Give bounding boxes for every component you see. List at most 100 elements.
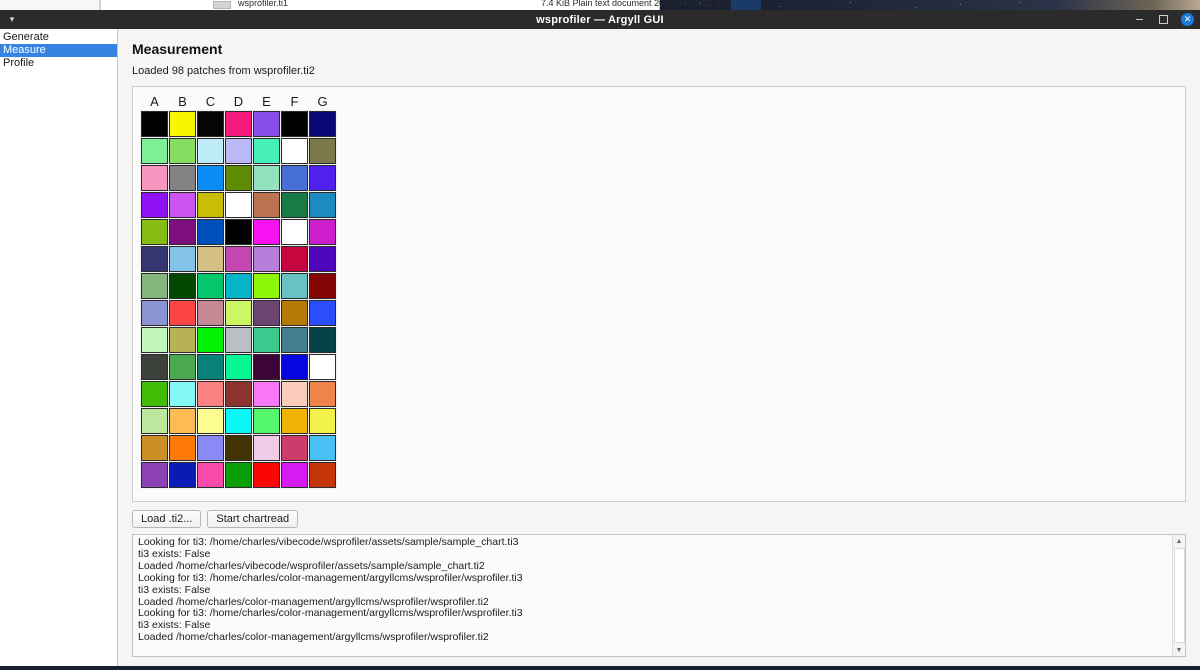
color-patch-A2[interactable]: [140, 137, 169, 165]
color-patch-A1[interactable]: [140, 110, 169, 138]
color-patch-F9[interactable]: [280, 326, 309, 354]
color-patch-A5[interactable]: [140, 218, 169, 246]
color-patch-C7[interactable]: [196, 272, 225, 300]
color-patch-E11[interactable]: [252, 380, 281, 408]
color-patch-D7[interactable]: [224, 272, 253, 300]
color-patch-E2[interactable]: [252, 137, 281, 165]
color-patch-G14[interactable]: [308, 461, 337, 489]
color-patch-C3[interactable]: [196, 164, 225, 192]
color-patch-G1[interactable]: [308, 110, 337, 138]
color-patch-B9[interactable]: [168, 326, 197, 354]
color-patch-B8[interactable]: [168, 299, 197, 327]
color-patch-C2[interactable]: [196, 137, 225, 165]
color-patch-F14[interactable]: [280, 461, 309, 489]
color-patch-G11[interactable]: [308, 380, 337, 408]
color-patch-G12[interactable]: [308, 407, 337, 435]
color-patch-A7[interactable]: [140, 272, 169, 300]
color-patch-D11[interactable]: [224, 380, 253, 408]
color-patch-D9[interactable]: [224, 326, 253, 354]
color-patch-A12[interactable]: [140, 407, 169, 435]
color-patch-C8[interactable]: [196, 299, 225, 327]
color-patch-B3[interactable]: [168, 164, 197, 192]
color-patch-F8[interactable]: [280, 299, 309, 327]
color-patch-F2[interactable]: [280, 137, 309, 165]
sidebar-item-generate[interactable]: Generate: [3, 31, 49, 43]
color-patch-B14[interactable]: [168, 461, 197, 489]
color-patch-B1[interactable]: [168, 110, 197, 138]
color-patch-A4[interactable]: [140, 191, 169, 219]
color-patch-D8[interactable]: [224, 299, 253, 327]
color-patch-B10[interactable]: [168, 353, 197, 381]
color-patch-C9[interactable]: [196, 326, 225, 354]
color-patch-D2[interactable]: [224, 137, 253, 165]
color-patch-F5[interactable]: [280, 218, 309, 246]
color-patch-A11[interactable]: [140, 380, 169, 408]
color-patch-B5[interactable]: [168, 218, 197, 246]
color-patch-D1[interactable]: [224, 110, 253, 138]
log-output[interactable]: Looking for ti3: /home/charles/vibecode/…: [133, 535, 1172, 656]
color-patch-C4[interactable]: [196, 191, 225, 219]
color-patch-G10[interactable]: [308, 353, 337, 381]
color-patch-E3[interactable]: [252, 164, 281, 192]
load-ti2-button[interactable]: Load .ti2...: [132, 510, 202, 528]
color-patch-E5[interactable]: [252, 218, 281, 246]
color-patch-A13[interactable]: [140, 434, 169, 462]
color-patch-F11[interactable]: [280, 380, 309, 408]
color-patch-C6[interactable]: [196, 245, 225, 273]
color-patch-C1[interactable]: [196, 110, 225, 138]
color-patch-C14[interactable]: [196, 461, 225, 489]
color-patch-E7[interactable]: [252, 272, 281, 300]
color-patch-E14[interactable]: [252, 461, 281, 489]
color-patch-F13[interactable]: [280, 434, 309, 462]
color-patch-A6[interactable]: [140, 245, 169, 273]
color-patch-C13[interactable]: [196, 434, 225, 462]
color-patch-A9[interactable]: [140, 326, 169, 354]
log-scrollbar[interactable]: ▲ ▼: [1172, 535, 1185, 656]
sidebar-item-profile[interactable]: Profile: [3, 57, 35, 69]
color-patch-E8[interactable]: [252, 299, 281, 327]
scrollbar-thumb-track[interactable]: [1173, 548, 1185, 643]
color-patch-A8[interactable]: [140, 299, 169, 327]
color-patch-G7[interactable]: [308, 272, 337, 300]
color-patch-B2[interactable]: [168, 137, 197, 165]
color-patch-B12[interactable]: [168, 407, 197, 435]
color-patch-F12[interactable]: [280, 407, 309, 435]
minimize-button[interactable]: [1133, 14, 1145, 26]
color-patch-F4[interactable]: [280, 191, 309, 219]
color-patch-D13[interactable]: [224, 434, 253, 462]
color-patch-C5[interactable]: [196, 218, 225, 246]
color-patch-D10[interactable]: [224, 353, 253, 381]
color-patch-C12[interactable]: [196, 407, 225, 435]
color-patch-G4[interactable]: [308, 191, 337, 219]
color-patch-F1[interactable]: [280, 110, 309, 138]
color-patch-G2[interactable]: [308, 137, 337, 165]
color-patch-D4[interactable]: [224, 191, 253, 219]
color-patch-A10[interactable]: [140, 353, 169, 381]
color-patch-F7[interactable]: [280, 272, 309, 300]
color-patch-B4[interactable]: [168, 191, 197, 219]
color-patch-E6[interactable]: [252, 245, 281, 273]
color-patch-A14[interactable]: [140, 461, 169, 489]
color-patch-B6[interactable]: [168, 245, 197, 273]
color-patch-E10[interactable]: [252, 353, 281, 381]
color-patch-E4[interactable]: [252, 191, 281, 219]
color-patch-grid[interactable]: A B C D E F G: [140, 93, 337, 489]
chevron-down-icon[interactable]: ▾: [9, 14, 15, 24]
color-patch-B7[interactable]: [168, 272, 197, 300]
scroll-up-icon[interactable]: ▲: [1175, 537, 1183, 545]
sidebar-item-measure[interactable]: Measure: [0, 44, 117, 57]
color-patch-D6[interactable]: [224, 245, 253, 273]
color-patch-E1[interactable]: [252, 110, 281, 138]
color-patch-D5[interactable]: [224, 218, 253, 246]
color-patch-F10[interactable]: [280, 353, 309, 381]
maximize-button[interactable]: [1157, 14, 1169, 26]
color-patch-E13[interactable]: [252, 434, 281, 462]
color-patch-F6[interactable]: [280, 245, 309, 273]
color-patch-G9[interactable]: [308, 326, 337, 354]
color-patch-G13[interactable]: [308, 434, 337, 462]
color-patch-G8[interactable]: [308, 299, 337, 327]
color-patch-A3[interactable]: [140, 164, 169, 192]
color-patch-E12[interactable]: [252, 407, 281, 435]
color-patch-F3[interactable]: [280, 164, 309, 192]
color-patch-D3[interactable]: [224, 164, 253, 192]
